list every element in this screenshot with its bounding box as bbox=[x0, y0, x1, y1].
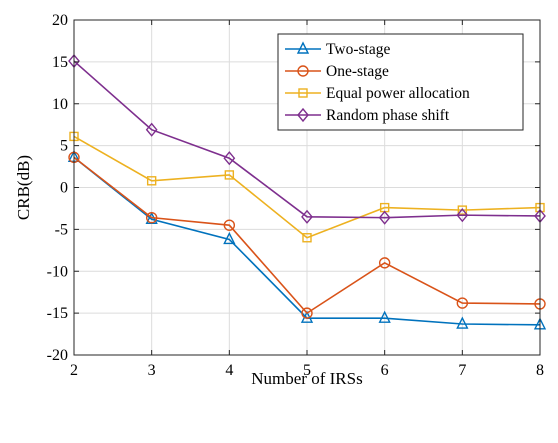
data-point bbox=[145, 211, 158, 224]
legend-item: Equal power allocation bbox=[285, 85, 470, 102]
data-point bbox=[456, 208, 469, 223]
legend-label: Two-stage bbox=[326, 41, 390, 58]
data-point bbox=[378, 310, 391, 323]
legend-item: Two-stage bbox=[285, 41, 390, 58]
series-layer bbox=[67, 53, 547, 330]
y-tick-label: 15 bbox=[52, 54, 68, 71]
ticks: 2 3 4 5 6 7 8 -20 -15 -10 -5 0 5 10 15 20 bbox=[47, 12, 544, 379]
y-tick-label: -5 bbox=[55, 221, 68, 238]
legend-label: One-stage bbox=[326, 63, 389, 80]
data-point bbox=[302, 233, 312, 243]
series-line bbox=[73, 156, 541, 315]
data-point bbox=[146, 176, 157, 186]
data-point bbox=[456, 297, 469, 309]
series-line bbox=[73, 60, 541, 219]
x-tick-label: 7 bbox=[458, 362, 466, 379]
data-point bbox=[145, 122, 158, 137]
x-tick-label: 5 bbox=[303, 362, 311, 379]
y-tick-label: 10 bbox=[52, 96, 68, 113]
y-tick-label: 20 bbox=[52, 12, 68, 29]
x-tick-label: 4 bbox=[225, 362, 233, 379]
data-point bbox=[457, 205, 468, 215]
data-point bbox=[301, 307, 313, 319]
data-point bbox=[456, 316, 469, 329]
x-tick-label: 8 bbox=[536, 362, 544, 379]
y-tick-label: 5 bbox=[60, 138, 68, 155]
legend-marker bbox=[298, 88, 308, 98]
data-point bbox=[223, 219, 236, 231]
x-tick-label: 6 bbox=[381, 362, 389, 379]
data-point bbox=[378, 257, 391, 269]
legend-label: Equal power allocation bbox=[326, 85, 470, 102]
y-tick-label: -20 bbox=[47, 347, 68, 364]
legend-box bbox=[277, 33, 524, 131]
y-tick-label: 0 bbox=[60, 180, 68, 197]
y-tick-label: -15 bbox=[47, 305, 68, 322]
legend-label: Random phase shift bbox=[326, 107, 450, 124]
legend-marker bbox=[297, 65, 309, 77]
legend-marker bbox=[297, 107, 309, 123]
x-tick-label: 2 bbox=[70, 362, 78, 379]
legend-marker bbox=[296, 41, 310, 54]
data-point bbox=[224, 170, 235, 180]
y-tick-label: -10 bbox=[47, 263, 68, 280]
x-axis-label: Number of IRSs bbox=[251, 369, 362, 388]
legend-item: One-stage bbox=[285, 63, 389, 80]
legend: Two-stage One-stage Equal power allocation… bbox=[277, 33, 524, 131]
data-point bbox=[223, 231, 236, 245]
x-tick-label: 3 bbox=[148, 362, 156, 379]
y-axis-label: CRB(dB) bbox=[14, 155, 33, 220]
data-point bbox=[301, 209, 313, 224]
data-point bbox=[378, 210, 391, 225]
legend-item: Random phase shift bbox=[285, 107, 450, 124]
data-point bbox=[223, 151, 236, 166]
